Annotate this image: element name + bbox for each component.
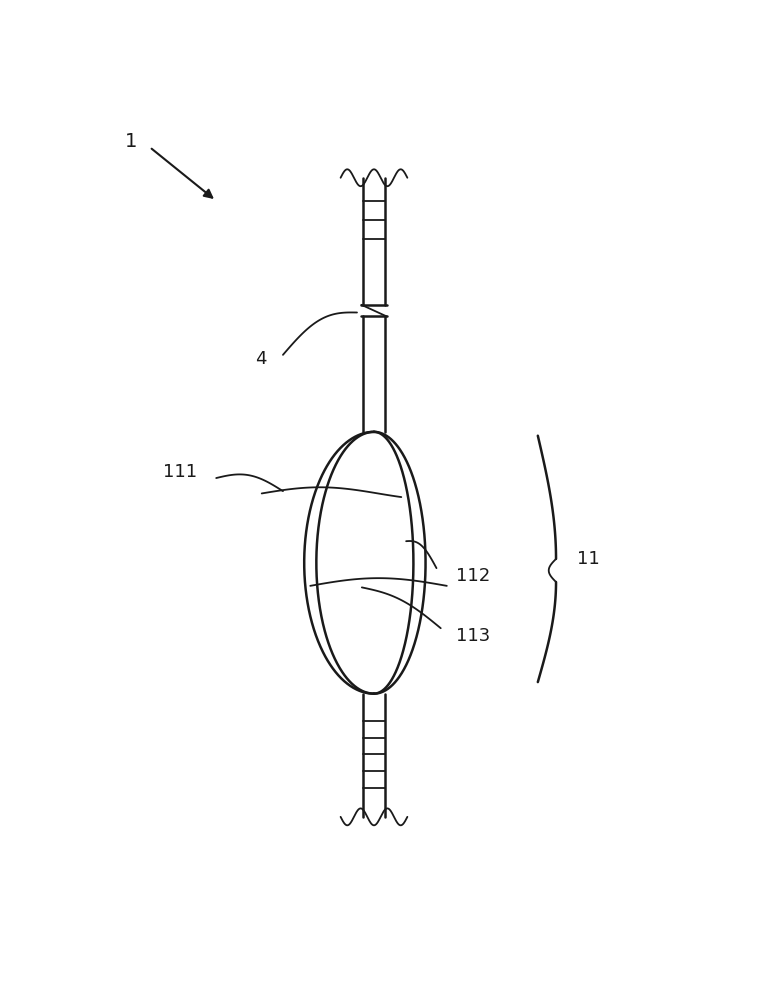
Text: 4: 4 [254,350,266,368]
Text: 11: 11 [577,550,600,568]
Text: 1: 1 [125,132,138,151]
Text: 112: 112 [456,567,490,585]
Text: 113: 113 [456,627,490,645]
Text: 111: 111 [163,463,197,481]
